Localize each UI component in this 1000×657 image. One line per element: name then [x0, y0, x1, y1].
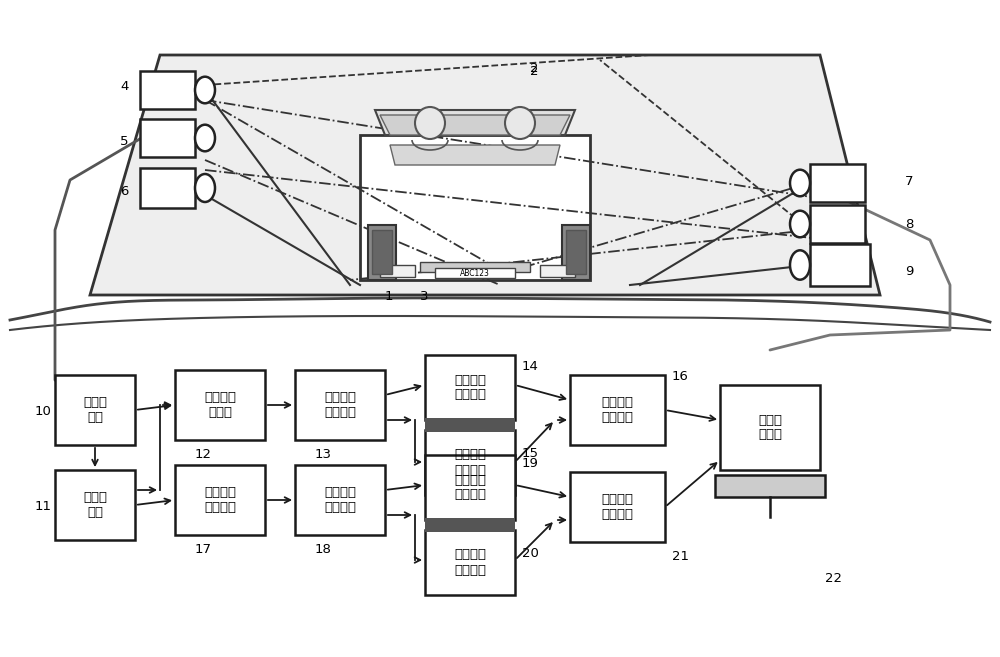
- Bar: [425, 430, 515, 495]
- Bar: [420, 262, 530, 272]
- Text: 网络交
换机: 网络交 换机: [83, 396, 107, 424]
- Bar: [295, 370, 385, 440]
- Polygon shape: [390, 145, 560, 165]
- Text: 19: 19: [522, 457, 539, 470]
- Text: 1: 1: [385, 290, 394, 303]
- Text: 数据融合
处理单元: 数据融合 处理单元: [602, 396, 634, 424]
- Bar: [435, 268, 515, 278]
- Bar: [566, 230, 586, 274]
- Ellipse shape: [415, 107, 445, 139]
- Bar: [175, 465, 265, 535]
- Text: 15: 15: [522, 447, 539, 460]
- Text: 左侧车辆
识别结果: 左侧车辆 识别结果: [454, 474, 486, 501]
- Polygon shape: [90, 55, 880, 295]
- Bar: [562, 225, 590, 280]
- Bar: [425, 518, 515, 532]
- Text: 14: 14: [522, 360, 539, 373]
- Text: 22: 22: [825, 572, 842, 585]
- Bar: [810, 244, 870, 286]
- Text: 可见光图
像预处理: 可见光图 像预处理: [204, 486, 236, 514]
- Bar: [55, 375, 135, 445]
- Text: 20: 20: [522, 547, 539, 560]
- Text: 2: 2: [530, 65, 538, 78]
- Bar: [810, 205, 865, 243]
- Bar: [570, 375, 665, 445]
- Ellipse shape: [790, 170, 810, 196]
- Text: 4: 4: [120, 80, 128, 93]
- Bar: [425, 355, 515, 420]
- Bar: [425, 530, 515, 595]
- Bar: [570, 472, 665, 542]
- Bar: [540, 265, 575, 277]
- Text: 人工智能
计数算法: 人工智能 计数算法: [324, 391, 356, 419]
- Bar: [295, 465, 385, 535]
- Text: 右侧车辆
识别结果: 右侧车辆 识别结果: [454, 549, 486, 576]
- Text: 3: 3: [420, 290, 428, 303]
- Text: 2: 2: [530, 62, 538, 75]
- Bar: [368, 225, 396, 280]
- Text: 图像工
作站: 图像工 作站: [83, 491, 107, 519]
- Bar: [360, 135, 590, 280]
- Text: 9: 9: [905, 265, 913, 278]
- Text: 车辆识别
处理单元: 车辆识别 处理单元: [602, 493, 634, 521]
- Text: 13: 13: [315, 448, 332, 461]
- Text: 人工智能
识别算法: 人工智能 识别算法: [324, 486, 356, 514]
- Bar: [140, 168, 195, 208]
- Text: 18: 18: [315, 543, 332, 556]
- Text: 5: 5: [120, 135, 128, 148]
- Polygon shape: [375, 110, 575, 135]
- Text: 11: 11: [35, 500, 52, 513]
- Bar: [175, 370, 265, 440]
- Bar: [425, 455, 515, 520]
- Polygon shape: [380, 115, 570, 135]
- Text: 8: 8: [905, 218, 913, 231]
- Text: ABC123: ABC123: [460, 269, 490, 277]
- Bar: [810, 164, 865, 202]
- Text: 右侧人员
计数结果: 右侧人员 计数结果: [454, 449, 486, 476]
- Text: 12: 12: [195, 448, 212, 461]
- Ellipse shape: [195, 125, 215, 151]
- Bar: [715, 475, 825, 497]
- Bar: [140, 71, 195, 109]
- Text: 17: 17: [195, 543, 212, 556]
- Text: 21: 21: [672, 550, 689, 563]
- Text: 16: 16: [672, 370, 689, 383]
- Ellipse shape: [790, 211, 810, 237]
- Ellipse shape: [195, 174, 215, 202]
- Bar: [380, 265, 415, 277]
- Text: 左侧人员
计数结果: 左侧人员 计数结果: [454, 373, 486, 401]
- Bar: [372, 230, 392, 274]
- Bar: [425, 418, 515, 432]
- Text: 10: 10: [35, 405, 52, 418]
- Text: 6: 6: [120, 185, 128, 198]
- Text: 红外图像
预处理: 红外图像 预处理: [204, 391, 236, 419]
- Ellipse shape: [505, 107, 535, 139]
- Bar: [720, 385, 820, 470]
- Ellipse shape: [790, 250, 810, 280]
- Bar: [140, 119, 195, 157]
- Text: 终端显
示单元: 终端显 示单元: [758, 413, 782, 442]
- Bar: [55, 470, 135, 540]
- Ellipse shape: [195, 77, 215, 103]
- Text: 7: 7: [905, 175, 914, 188]
